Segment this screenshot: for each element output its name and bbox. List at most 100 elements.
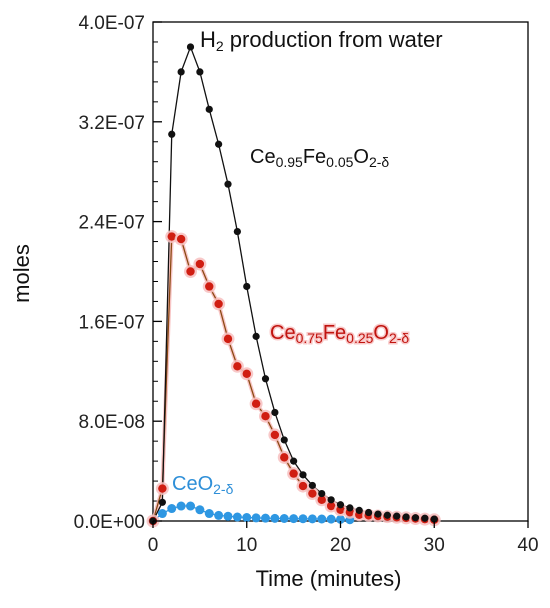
data-point — [307, 514, 317, 524]
text-run: Ce — [270, 322, 296, 344]
annotation-title: H2 production from water — [200, 27, 443, 54]
text-run: production from water — [224, 27, 443, 52]
text-run: Fe — [323, 322, 346, 344]
data-point — [261, 513, 270, 523]
data-point — [214, 510, 224, 520]
data-point — [176, 234, 186, 244]
data-point — [215, 140, 223, 148]
x-axis-title: Time (minutes) — [256, 566, 402, 591]
data-point — [411, 514, 420, 522]
subscript: 0.95 — [276, 154, 303, 170]
data-point — [168, 130, 176, 138]
data-point — [326, 501, 336, 511]
data-point — [242, 513, 252, 523]
data-point — [214, 299, 223, 309]
data-point — [299, 471, 307, 479]
data-point — [261, 412, 270, 421]
annotation-label-fe005: Ce0.95Fe0.05O2-δ — [250, 146, 389, 170]
data-point — [195, 259, 205, 269]
data-point — [383, 511, 391, 519]
data-point — [326, 514, 336, 524]
text-run: Ce — [250, 146, 276, 168]
subscript: 0.25 — [346, 330, 373, 346]
y-axis: 0.0E+00 8.0E-08 1.6E-07 2.4E-07 3.2E-07 4.0E-… — [74, 13, 162, 533]
data-point — [177, 68, 185, 76]
data-point — [251, 399, 261, 408]
data-point — [196, 68, 204, 76]
x-tick-label: 10 — [236, 535, 257, 556]
subscript: 2-δ — [389, 330, 409, 346]
data-point — [243, 282, 251, 291]
subscript: 0.05 — [326, 154, 353, 170]
y-tick-label: 3.2E-07 — [78, 113, 145, 134]
data-point — [290, 457, 298, 465]
data-point — [317, 495, 326, 504]
plot-area — [146, 21, 529, 528]
x-tick-label: 0 — [148, 535, 159, 556]
data-point — [355, 506, 363, 514]
data-point — [205, 282, 214, 291]
data-point — [158, 498, 166, 506]
data-point — [223, 334, 233, 344]
text-run: Fe — [303, 146, 326, 168]
data-point — [289, 514, 299, 524]
data-point — [233, 227, 241, 236]
y-tick-label: 4.0E-07 — [78, 13, 145, 34]
data-point — [346, 504, 354, 512]
data-point — [336, 514, 345, 524]
y-tick-label: 1.6E-07 — [78, 312, 145, 333]
series-points — [146, 43, 441, 528]
data-point — [176, 501, 186, 511]
data-point — [251, 513, 261, 523]
data-point — [158, 484, 167, 493]
text-run: O — [373, 322, 389, 344]
subscript: 2 — [216, 38, 224, 54]
data-point — [289, 469, 298, 478]
data-point — [186, 267, 195, 276]
data-point — [195, 505, 205, 515]
data-point — [298, 514, 308, 524]
y-tick-label: 8.0E-08 — [78, 412, 145, 433]
series-line-ceo2 — [152, 505, 350, 522]
text-run: O — [353, 146, 369, 168]
annotation-label-fe025: Ce0.75Fe0.25O2-δ — [270, 322, 409, 346]
x-tick-label: 20 — [330, 535, 351, 556]
data-point — [336, 501, 345, 509]
data-point — [421, 514, 429, 522]
data-point — [318, 489, 326, 498]
text-run: H — [200, 27, 216, 52]
data-point — [186, 501, 195, 511]
annotations: H2 production from waterCe0.95Fe0.05O2-δ… — [172, 27, 443, 497]
y-axis-title: moles — [9, 244, 34, 303]
data-point — [308, 481, 316, 490]
data-point — [327, 496, 335, 504]
text-run: CeO — [172, 473, 213, 495]
data-point — [374, 510, 382, 518]
x-axis: 0 10 20 30 40 — [148, 521, 539, 556]
data-point — [205, 105, 213, 113]
data-point — [233, 362, 242, 371]
y-tick-label: 2.4E-07 — [78, 213, 145, 234]
data-point — [232, 512, 242, 522]
subscript: 2-δ — [213, 481, 233, 497]
data-point — [252, 332, 260, 340]
data-point — [393, 512, 401, 520]
data-point — [365, 508, 373, 517]
subscript: 2-δ — [369, 154, 389, 170]
data-point — [317, 514, 327, 524]
data-point — [270, 513, 280, 523]
data-point — [167, 504, 177, 514]
data-point — [224, 180, 232, 188]
y-tick-label: 0.0E+00 — [74, 512, 145, 533]
data-point — [279, 514, 289, 524]
data-point — [167, 232, 176, 241]
data-point — [157, 509, 167, 519]
x-tick-label: 40 — [517, 535, 538, 556]
data-point — [280, 453, 289, 462]
subscript: 0.75 — [296, 330, 323, 346]
x-tick-label: 30 — [424, 535, 445, 556]
data-point — [204, 509, 214, 519]
data-point — [261, 375, 270, 383]
